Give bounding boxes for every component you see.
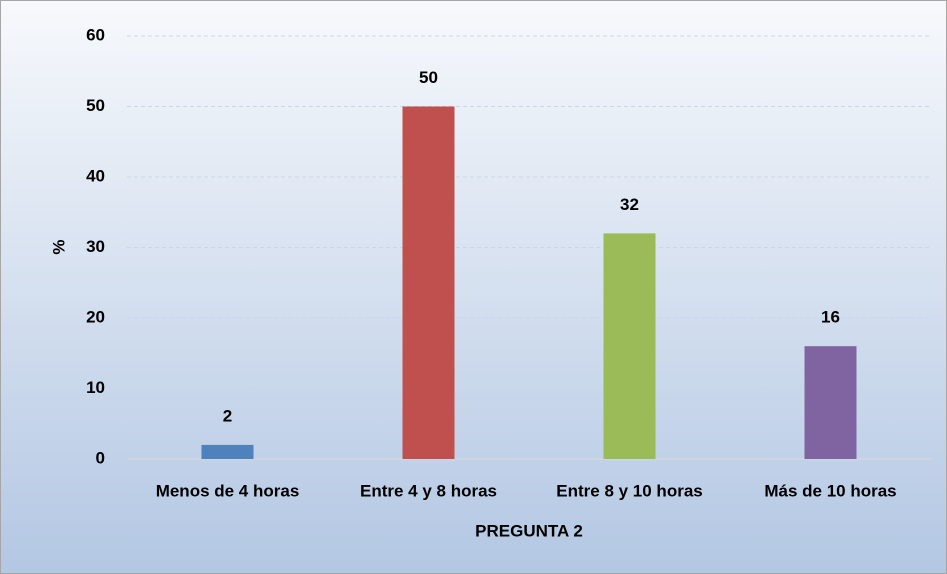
y-tick-label: 40 <box>86 166 105 185</box>
x-tick-label: Más de 10 horas <box>764 481 896 500</box>
bar <box>201 444 254 459</box>
y-tick-label: 30 <box>86 237 105 256</box>
x-tick-label: Entre 4 y 8 horas <box>360 481 497 500</box>
y-axis-label: % <box>49 239 68 254</box>
y-tick-label: 10 <box>86 378 105 397</box>
x-tick-label: Menos de 4 horas <box>156 481 300 500</box>
bar <box>603 233 656 459</box>
y-tick-label: 50 <box>86 96 105 115</box>
data-label: 16 <box>821 308 840 327</box>
data-label: 32 <box>620 195 639 214</box>
y-tick-label: 20 <box>86 307 105 326</box>
data-label: 50 <box>419 68 438 87</box>
y-tick-label: 60 <box>86 25 105 44</box>
data-label: 2 <box>223 406 232 425</box>
bar <box>402 106 455 459</box>
bar <box>804 346 857 459</box>
y-tick-label: 0 <box>96 448 105 467</box>
x-axis-label: PREGUNTA 2 <box>475 521 583 540</box>
x-tick-label: Entre 8 y 10 horas <box>556 481 702 500</box>
